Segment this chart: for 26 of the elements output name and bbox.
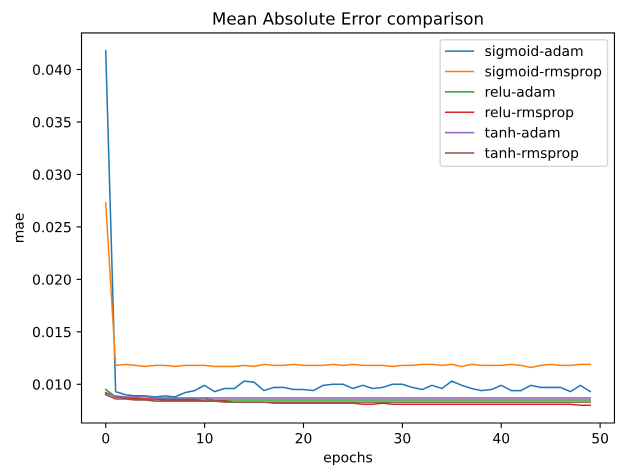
x-tick-label: 30 bbox=[394, 432, 410, 444]
x-axis-title: epochs bbox=[324, 452, 372, 466]
legend-label: relu-rmsprop bbox=[486, 106, 574, 120]
line-series bbox=[104, 392, 591, 406]
line-series bbox=[104, 394, 591, 403]
y-tick-label: 0.025 bbox=[32, 222, 71, 232]
y-tick-label: 0.030 bbox=[32, 169, 71, 180]
x-tick-label: 50 bbox=[592, 432, 608, 444]
y-axis-title: mae bbox=[16, 213, 24, 242]
y-tick-label: 0.040 bbox=[32, 64, 71, 75]
legend-label: sigmoid-adam bbox=[485, 45, 582, 59]
legend-label: relu-adam bbox=[486, 86, 554, 97]
legend-label: tanh-adam bbox=[484, 126, 560, 138]
x-tick-label: 10 bbox=[197, 432, 213, 444]
legend-label: sigmoid-rmsprop bbox=[485, 66, 602, 80]
line-series bbox=[104, 202, 591, 368]
x-tick-label: 0 bbox=[102, 432, 110, 444]
y-tick-label: 0.035 bbox=[32, 116, 71, 128]
x-tick-label: 40 bbox=[493, 432, 510, 444]
legend-label: tanh-rmsprop bbox=[484, 147, 578, 161]
x-tick-label: 20 bbox=[296, 432, 312, 444]
line-series bbox=[104, 388, 591, 401]
y-tick-label: 0.020 bbox=[32, 274, 71, 285]
chart-title: Mean Absolute Error comparison bbox=[214, 12, 483, 28]
y-tick-label: 0.010 bbox=[32, 379, 71, 390]
y-tick-label: 0.015 bbox=[32, 326, 71, 338]
